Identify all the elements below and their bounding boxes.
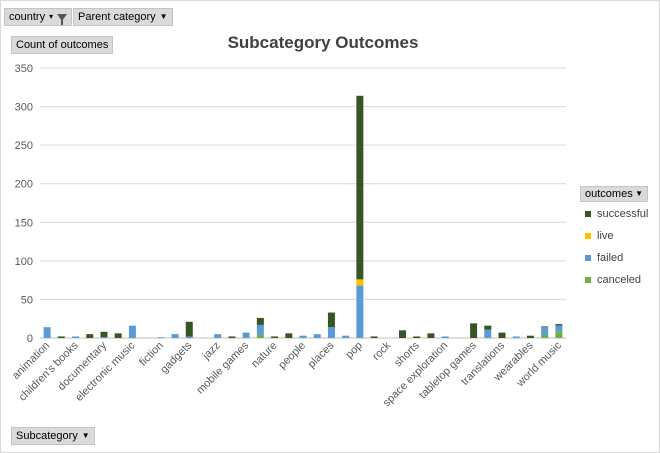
bar-segment-successful[interactable] [427,333,435,338]
legend-label: failed [597,252,624,264]
legend-label: canceled [597,274,642,286]
country-filter-button[interactable]: country ▾ [4,8,73,26]
bar-segment-failed[interactable] [541,327,549,335]
y-tick-label: 100 [15,256,33,268]
bar-segment-canceled[interactable] [555,331,563,338]
bar-segment-successful[interactable] [327,312,335,328]
y-tick-label: 0 [27,333,33,345]
legend-label: successful [597,208,649,220]
bar-segment-failed[interactable] [327,327,335,338]
x-tick-label: nature [249,340,280,371]
subcategory-field-button[interactable]: Subcategory ▼ [11,427,95,445]
x-tick-label: rock [370,339,394,363]
bar-segment-successful[interactable] [57,336,65,338]
y-tick-label: 50 [21,294,33,306]
bar-segment-failed[interactable] [157,337,165,339]
parent-category-filter-label: Parent category [78,11,156,23]
bar-segment-canceled[interactable] [541,334,549,338]
bar-segment-successful[interactable] [484,325,492,330]
parent-category-filter-button[interactable]: Parent category ▼ [73,8,173,26]
legend-field-label: outcomes [585,188,633,200]
bar-segment-canceled[interactable] [256,334,264,338]
bar-segment-failed[interactable] [43,327,51,338]
x-tick-label: pop [344,340,365,361]
bar-segment-successful[interactable] [555,324,563,326]
legend-item-failed[interactable]: failed [585,252,623,264]
x-tick-label: gadgets [158,339,195,376]
bar-segment-live[interactable] [356,279,364,286]
bar-segment-failed[interactable] [185,336,193,338]
y-tick-label: 350 [15,63,33,75]
bar-segment-failed[interactable] [342,335,350,338]
bar-segment-successful[interactable] [256,317,264,325]
legend-label: live [597,230,614,242]
bar-segment-successful[interactable] [185,321,193,337]
y-tick-label: 300 [15,102,33,114]
x-tick-label: mobile games [194,339,251,396]
bar-segment-failed[interactable] [484,329,492,338]
legend-swatch [585,233,591,239]
bar-segment-failed[interactable] [242,332,250,338]
x-tick-label: people [276,340,308,372]
bar-segment-successful[interactable] [86,334,94,338]
values-field-label: Count of outcomes [16,39,109,51]
values-field-button[interactable]: Count of outcomes [11,36,114,54]
y-tick-label: 200 [15,179,33,191]
bar-segment-successful[interactable] [370,336,378,338]
bar-segment-successful[interactable] [271,336,279,338]
y-tick-label: 150 [15,217,33,229]
bar-segment-successful[interactable] [228,336,236,338]
chevron-down-icon: ▼ [159,12,168,21]
chevron-down-icon: ▾ [49,12,54,21]
bar-segment-successful[interactable] [498,332,506,338]
legend-swatch [585,277,591,283]
chevron-down-icon: ▼ [81,431,90,440]
bar-segment-failed[interactable] [100,337,108,339]
bar-segment-successful[interactable] [114,333,122,338]
bar-segment-successful[interactable] [413,336,421,338]
bar-segment-successful[interactable] [285,333,293,338]
legend-item-canceled[interactable]: canceled [585,274,641,286]
filter-icon [57,13,68,25]
y-tick-label: 250 [15,140,33,152]
bar-segment-failed[interactable] [256,324,264,335]
bar-segment-failed[interactable] [72,336,80,338]
bar-segment-failed[interactable] [555,325,563,332]
x-tick-label: jazz [200,340,223,363]
bar-segment-failed[interactable] [171,334,179,338]
bar-segment-failed[interactable] [128,325,136,338]
chevron-down-icon: ▼ [635,189,643,198]
bar-segment-successful[interactable] [399,330,407,338]
legend-swatch [585,211,591,217]
bar-segment-successful[interactable] [470,323,478,338]
legend-swatch [585,255,591,261]
bar-segment-failed[interactable] [214,334,222,338]
legend-item-live[interactable]: live [585,230,614,242]
subcategory-field-label: Subcategory [16,430,78,442]
legend-item-successful[interactable]: successful [585,208,648,220]
bar-segment-successful[interactable] [541,326,549,328]
bar-segment-failed[interactable] [512,336,520,338]
bar-segment-successful[interactable] [100,331,108,338]
bar-segment-failed[interactable] [441,336,449,338]
legend-field-button[interactable]: outcomes ▼ [580,186,648,202]
bar-segment-failed[interactable] [356,285,364,338]
bar-segment-successful[interactable] [356,95,364,280]
country-filter-label: country [9,11,46,23]
bar-segment-failed[interactable] [313,334,321,338]
bar-segment-successful[interactable] [526,335,534,338]
x-tick-label: places [306,339,337,370]
chart-title: Subcategory Outcomes [227,33,419,52]
bar-segment-failed[interactable] [299,335,307,338]
